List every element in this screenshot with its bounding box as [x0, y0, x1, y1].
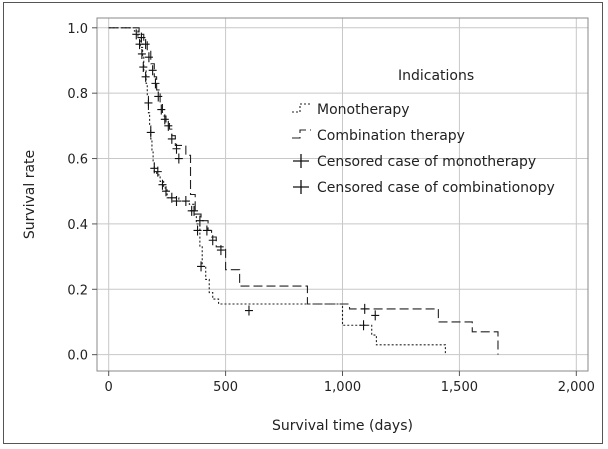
x-tick-label: 1,000 [324, 380, 361, 395]
censor-mark [190, 205, 199, 216]
censor-mark [137, 48, 146, 59]
censor-mark [174, 153, 183, 164]
censor-layer [132, 29, 380, 331]
series-line-combination-therapy [108, 27, 499, 355]
censor-mark [197, 261, 206, 272]
axis-ticks: 0 500 1,000 1,500 2,000 0.0 0.2 0.4 0.6 0.8 1.0 [67, 22, 595, 395]
legend-item: Censored case of combinationopy [293, 180, 555, 196]
series-layer [108, 27, 499, 355]
y-tick-label: 1.0 [67, 22, 88, 37]
y-tick-label: 0.2 [67, 283, 88, 298]
x-tick-label: 500 [213, 380, 238, 395]
censor-mark [141, 71, 150, 82]
legend-title: Indications [398, 68, 474, 84]
censor-mark [137, 32, 146, 43]
censor-mark [158, 179, 167, 190]
censor-mark [144, 97, 153, 108]
legend-label: Censored case of monotherapy [317, 154, 536, 170]
x-axis-title: Survival time (days) [272, 418, 413, 434]
censor-mark [202, 225, 211, 236]
x-tick-label: 2,000 [558, 380, 595, 395]
censor-mark [208, 235, 217, 246]
censor-mark [167, 133, 176, 144]
legend-label: Censored case of combinationopy [317, 180, 555, 196]
censor-mark [244, 305, 253, 316]
legend-swatch-cross [293, 154, 309, 168]
legend-label: Monotherapy [317, 102, 410, 118]
legend-swatch-cross [293, 180, 309, 194]
y-tick-label: 0.6 [67, 153, 88, 168]
y-tick-label: 0.8 [67, 87, 88, 102]
censor-mark [151, 78, 160, 89]
censor-mark [371, 310, 380, 321]
legend-swatch-dotted [292, 103, 311, 113]
chart-frame [3, 2, 603, 444]
series-line-monotherapy [108, 27, 446, 355]
censor-mark [195, 215, 204, 226]
x-tick-label: 1,500 [441, 380, 478, 395]
censor-mark [193, 225, 202, 236]
censor-mark [172, 143, 181, 154]
legend: Indications Monotherapy Combination thera… [292, 68, 555, 196]
grid-lines [97, 18, 588, 371]
censor-mark [153, 166, 162, 177]
legend-item: Monotherapy [292, 102, 410, 118]
censor-mark [172, 196, 181, 207]
y-tick-label: 0.0 [67, 349, 88, 364]
censor-mark [161, 186, 170, 197]
x-tick-label: 0 [105, 380, 113, 395]
censor-mark [154, 91, 163, 102]
censor-mark [132, 29, 141, 40]
censor-mark [167, 192, 176, 203]
y-axis-title: Survival rate [22, 150, 38, 239]
censor-mark [148, 65, 157, 76]
legend-swatch-dashed [292, 129, 311, 139]
legend-label: Combination therapy [317, 128, 465, 144]
censor-mark [160, 114, 169, 125]
censor-mark [181, 196, 190, 207]
censor-mark [146, 127, 155, 138]
censor-mark [139, 62, 148, 73]
censor-mark [141, 39, 150, 50]
y-tick-label: 0.4 [67, 218, 88, 233]
censor-mark [216, 245, 225, 256]
legend-item: Censored case of monotherapy [293, 154, 536, 170]
censor-mark [360, 303, 369, 314]
censor-mark [164, 120, 173, 131]
censor-mark [157, 104, 166, 115]
censor-mark [144, 52, 153, 63]
censor-mark [359, 320, 368, 331]
legend-item: Combination therapy [292, 128, 465, 144]
